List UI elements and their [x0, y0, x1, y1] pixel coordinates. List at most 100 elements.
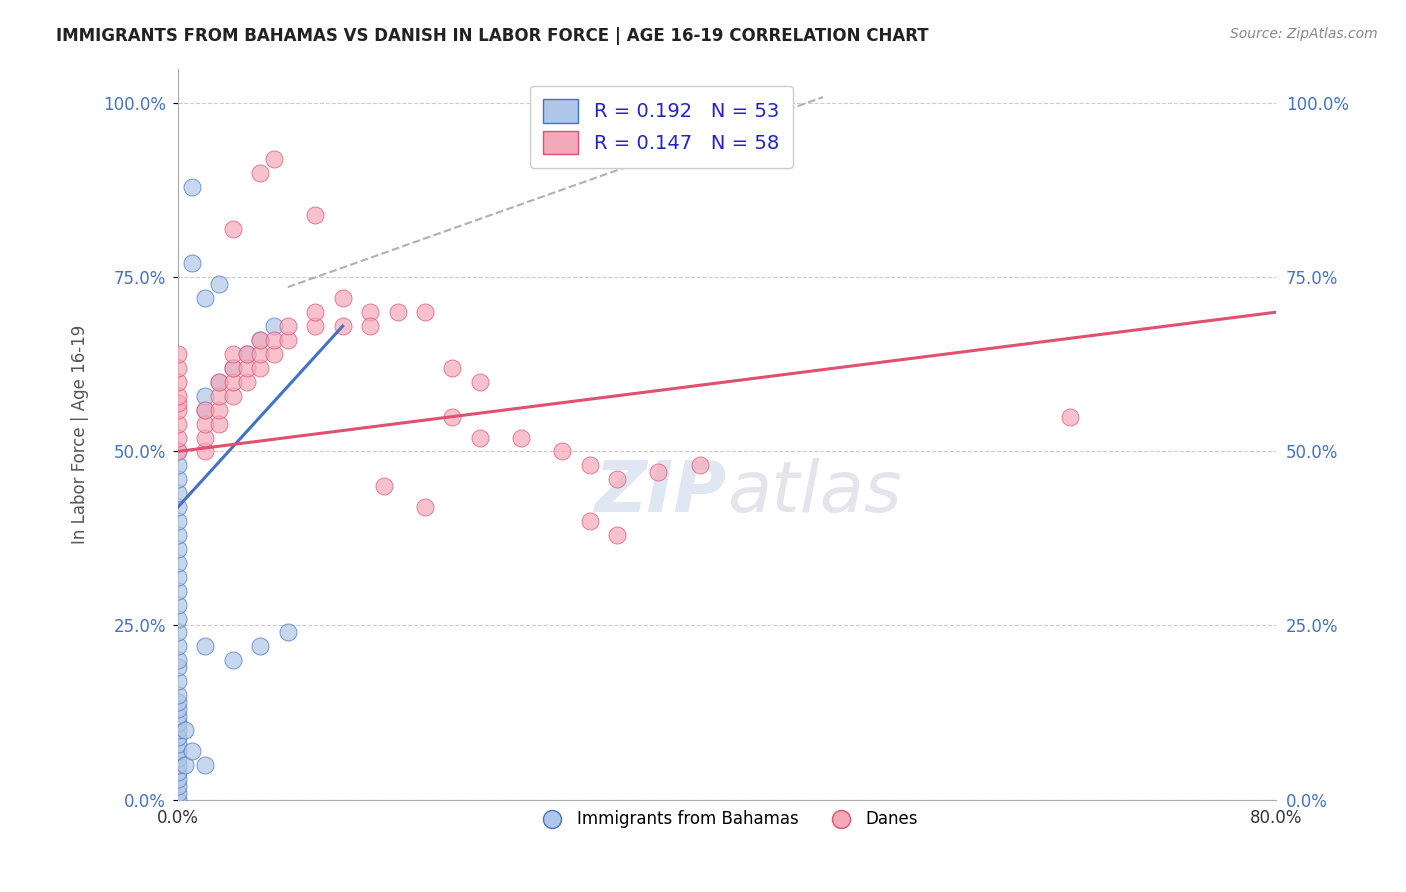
Point — [167, 723, 190, 737]
Point — [208, 402, 231, 417]
Point — [167, 792, 190, 806]
Point — [167, 779, 190, 793]
Point — [359, 319, 381, 334]
Point — [277, 319, 299, 334]
Point — [194, 444, 217, 458]
Point — [167, 360, 190, 375]
Point — [167, 458, 190, 473]
Point — [606, 472, 628, 486]
Point — [304, 319, 326, 334]
Point — [222, 375, 245, 389]
Point — [180, 256, 202, 270]
Point — [167, 486, 190, 500]
Text: IMMIGRANTS FROM BAHAMAS VS DANISH IN LABOR FORCE | AGE 16-19 CORRELATION CHART: IMMIGRANTS FROM BAHAMAS VS DANISH IN LAB… — [56, 27, 929, 45]
Point — [359, 305, 381, 319]
Point — [208, 375, 231, 389]
Point — [263, 347, 285, 361]
Point — [551, 444, 574, 458]
Point — [167, 541, 190, 556]
Point — [235, 347, 257, 361]
Point — [689, 458, 711, 473]
Point — [387, 305, 409, 319]
Point — [194, 640, 217, 654]
Point — [167, 737, 190, 751]
Point — [441, 409, 464, 424]
Point — [249, 166, 271, 180]
Point — [441, 360, 464, 375]
Point — [413, 500, 436, 515]
Point — [235, 360, 257, 375]
Point — [167, 757, 190, 772]
Point — [606, 528, 628, 542]
Point — [167, 611, 190, 625]
Point — [167, 402, 190, 417]
Point — [208, 417, 231, 431]
Point — [167, 583, 190, 598]
Point — [167, 444, 190, 458]
Point — [167, 709, 190, 723]
Point — [167, 702, 190, 716]
Point — [263, 333, 285, 347]
Point — [180, 179, 202, 194]
Point — [180, 744, 202, 758]
Point — [167, 389, 190, 403]
Point — [173, 723, 195, 737]
Point — [277, 625, 299, 640]
Point — [332, 319, 354, 334]
Point — [167, 715, 190, 730]
Point — [249, 360, 271, 375]
Point — [167, 417, 190, 431]
Point — [222, 653, 245, 667]
Point — [167, 598, 190, 612]
Point — [167, 640, 190, 654]
Point — [249, 333, 271, 347]
Point — [167, 772, 190, 786]
Point — [373, 479, 395, 493]
Point — [167, 500, 190, 515]
Point — [249, 347, 271, 361]
Point — [304, 208, 326, 222]
Point — [194, 402, 217, 417]
Point — [578, 458, 600, 473]
Point — [194, 417, 217, 431]
Point — [167, 764, 190, 779]
Point — [208, 375, 231, 389]
Point — [1059, 409, 1081, 424]
Point — [194, 757, 217, 772]
Point — [249, 333, 271, 347]
Point — [167, 347, 190, 361]
Point — [235, 375, 257, 389]
Point — [194, 389, 217, 403]
Point — [194, 402, 217, 417]
Point — [222, 360, 245, 375]
Y-axis label: In Labor Force | Age 16-19: In Labor Force | Age 16-19 — [72, 325, 89, 543]
Point — [167, 395, 190, 409]
Point — [249, 640, 271, 654]
Point — [167, 472, 190, 486]
Legend: Immigrants from Bahamas, Danes: Immigrants from Bahamas, Danes — [529, 804, 925, 835]
Point — [222, 360, 245, 375]
Point — [222, 389, 245, 403]
Text: ZIP: ZIP — [595, 458, 727, 527]
Point — [194, 291, 217, 305]
Point — [167, 660, 190, 674]
Point — [468, 375, 491, 389]
Point — [277, 333, 299, 347]
Point — [167, 688, 190, 702]
Point — [578, 514, 600, 528]
Point — [167, 375, 190, 389]
Point — [167, 674, 190, 689]
Point — [173, 757, 195, 772]
Text: Source: ZipAtlas.com: Source: ZipAtlas.com — [1230, 27, 1378, 41]
Point — [167, 625, 190, 640]
Point — [235, 347, 257, 361]
Point — [222, 347, 245, 361]
Text: atlas: atlas — [727, 458, 901, 527]
Point — [413, 305, 436, 319]
Point — [167, 444, 190, 458]
Point — [332, 291, 354, 305]
Point — [167, 786, 190, 800]
Point — [194, 430, 217, 444]
Point — [510, 430, 533, 444]
Point — [167, 514, 190, 528]
